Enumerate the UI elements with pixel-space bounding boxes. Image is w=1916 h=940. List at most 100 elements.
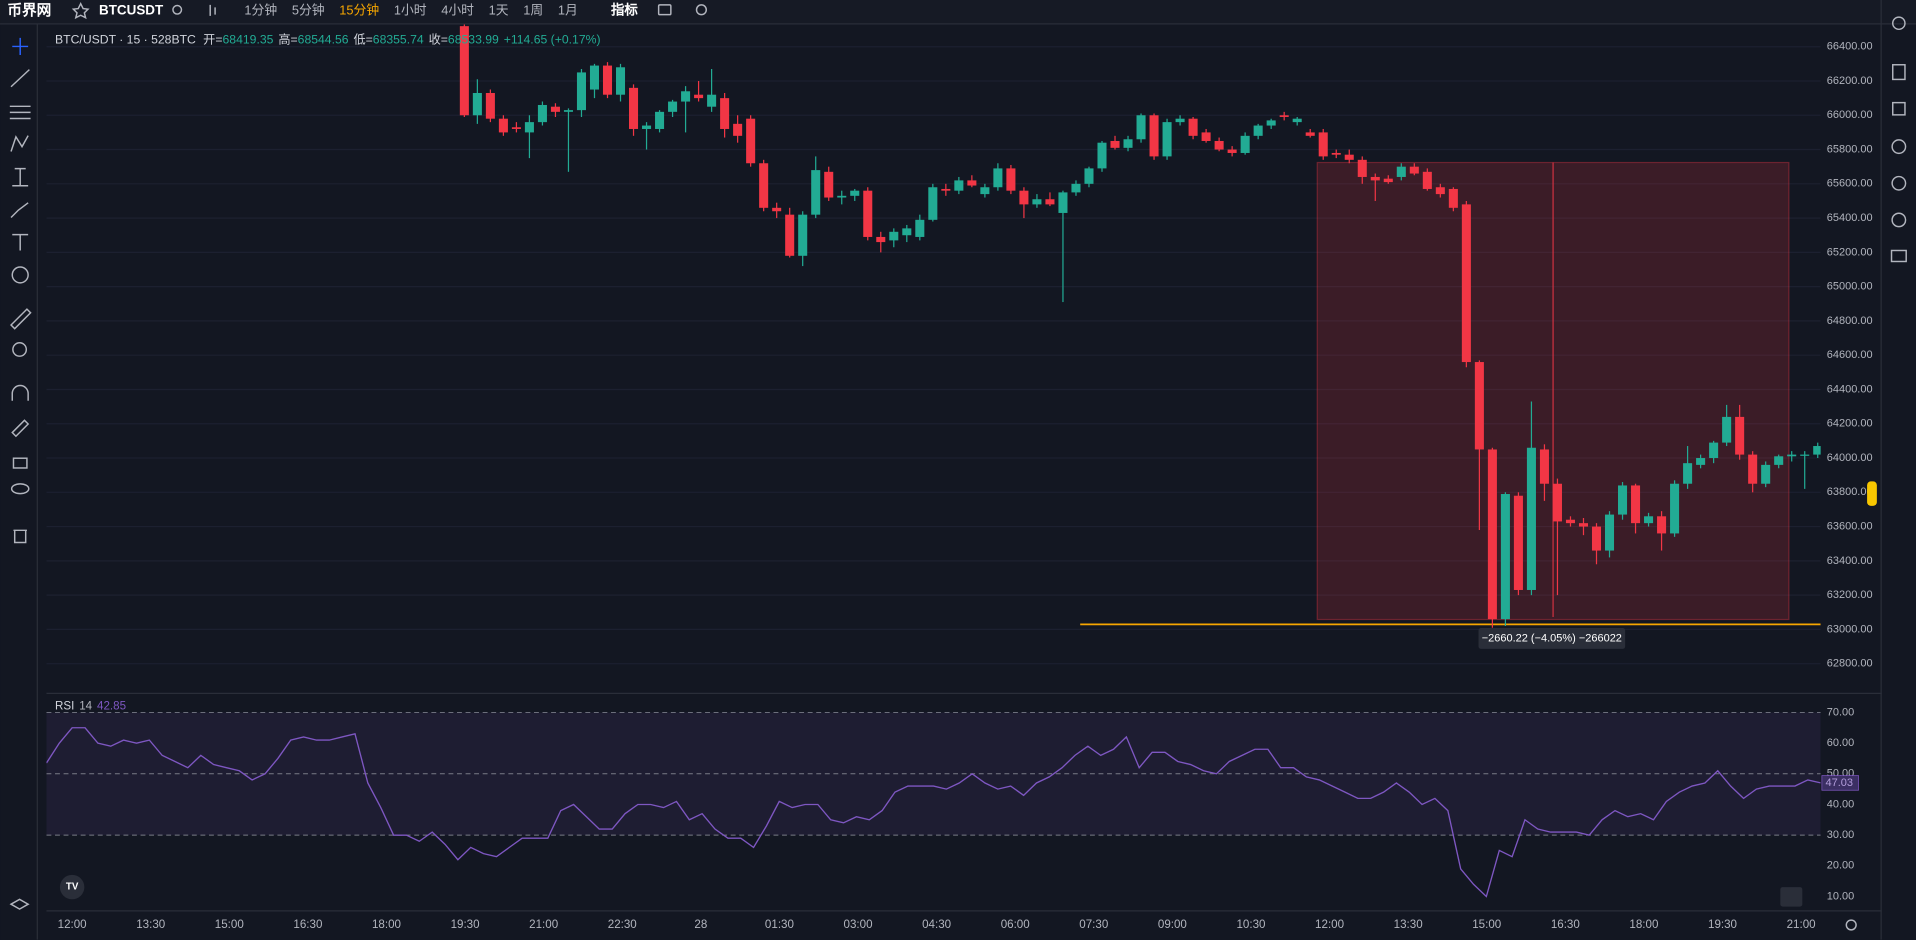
rsi-value-badge xyxy=(1821,775,1859,791)
timeframe-button[interactable]: 1分钟 xyxy=(244,2,277,17)
ruler-tool[interactable] xyxy=(9,308,32,330)
candle-body xyxy=(615,67,626,95)
calendar-icon[interactable] xyxy=(1891,212,1907,228)
search-icon[interactable] xyxy=(172,4,183,15)
candle-body xyxy=(1149,115,1159,157)
projection-tool[interactable] xyxy=(12,167,29,187)
lock-tool[interactable] xyxy=(12,457,28,469)
candle-body xyxy=(576,72,586,111)
x-tick-label: 01:30 xyxy=(765,918,794,931)
candle-body xyxy=(1461,204,1471,363)
measure-label-bg xyxy=(1478,628,1626,649)
candle-body xyxy=(1279,115,1289,117)
y-tick-label: 65800.00 xyxy=(1827,143,1873,155)
object-tree[interactable] xyxy=(9,898,30,910)
news-icon[interactable] xyxy=(1891,175,1907,191)
candle-body xyxy=(1344,154,1354,160)
favorite-icon[interactable] xyxy=(71,2,90,20)
magnet-tool[interactable] xyxy=(11,384,29,401)
y-tick-label: 63600.00 xyxy=(1827,520,1873,532)
timeframe-button[interactable]: 15分钟 xyxy=(339,2,379,17)
candle-body xyxy=(1748,454,1758,484)
axis-settings[interactable] xyxy=(1845,919,1857,931)
x-tick-label: 19:30 xyxy=(1708,918,1737,931)
y-tick-label: 10.00 xyxy=(1827,890,1855,902)
settings-icon[interactable] xyxy=(695,4,708,16)
x-tick-label: 22:30 xyxy=(608,918,637,931)
watchlist-icon[interactable] xyxy=(1892,64,1906,81)
brush-tool[interactable] xyxy=(10,202,29,219)
ohlc-key: 收= xyxy=(429,33,448,47)
candle-body xyxy=(915,219,925,237)
candle-body xyxy=(537,104,547,123)
top-bar xyxy=(0,0,1916,24)
candle-body xyxy=(668,101,678,112)
candle-body xyxy=(1045,199,1055,205)
candle-body xyxy=(1696,458,1706,465)
candle-body xyxy=(1565,519,1575,524)
y-tick-label: 63400.00 xyxy=(1827,555,1873,567)
user-icon[interactable] xyxy=(1892,16,1906,31)
timeframe-button[interactable]: 1小时 xyxy=(394,2,427,17)
candle-body xyxy=(746,118,756,164)
ohlc-key: 高= xyxy=(278,32,297,47)
candle-body xyxy=(1175,118,1185,123)
pattern-tool[interactable] xyxy=(10,135,29,152)
x-tick-label: 07:30 xyxy=(1079,918,1108,931)
candle-body xyxy=(811,170,821,215)
candle-body xyxy=(1552,483,1562,522)
data-icon[interactable] xyxy=(1891,139,1907,155)
logo[interactable]: 币界网 xyxy=(7,2,51,19)
ohlc-key: 低= xyxy=(353,33,372,47)
candle-body xyxy=(1227,149,1237,153)
candle-body xyxy=(824,171,834,198)
ohlc-value: 68544.56 xyxy=(298,33,349,47)
fib-tool[interactable] xyxy=(9,105,31,120)
timeframe-button[interactable]: 5分钟 xyxy=(292,2,325,17)
candle-body xyxy=(1110,140,1120,148)
timeframe-button[interactable]: 1月 xyxy=(558,2,578,17)
text-tool[interactable] xyxy=(12,233,29,251)
snapshot-icon[interactable] xyxy=(657,4,672,16)
y-tick-label: 64200.00 xyxy=(1827,418,1873,430)
candle-body xyxy=(1709,442,1719,459)
candle-body xyxy=(954,180,964,191)
delete-tool[interactable] xyxy=(13,529,27,544)
rsi-value-label: 47.03 xyxy=(1826,777,1853,789)
scroll-button[interactable] xyxy=(1780,887,1803,907)
candle-body xyxy=(1591,526,1602,551)
line-tool[interactable] xyxy=(10,69,30,88)
chat-icon[interactable] xyxy=(1890,249,1907,263)
symbol[interactable]: BTCUSDT xyxy=(99,3,164,18)
stay-drawing-tool[interactable] xyxy=(11,419,30,438)
alerts-icon[interactable] xyxy=(1892,101,1906,116)
x-tick-label: 16:30 xyxy=(293,918,322,931)
timeframe-button[interactable]: 1天 xyxy=(489,2,509,17)
candle-body xyxy=(1422,171,1432,189)
y-tick-label: 63000.00 xyxy=(1827,623,1873,635)
candle-body xyxy=(1032,199,1042,205)
candle-body xyxy=(1162,122,1172,157)
timeframe-button[interactable]: 4小时 xyxy=(441,2,474,17)
candle-body xyxy=(837,195,847,198)
candle-body xyxy=(550,106,560,112)
indicators-button[interactable]: 指标 xyxy=(611,2,638,18)
candle-body xyxy=(1644,516,1654,524)
ohlc-value: 68533.99 xyxy=(448,33,499,47)
symbol-legend: BTC/USDT · 15 · 528BTC 开=68419.35 高=68544.… xyxy=(55,32,601,47)
x-tick-label: 10:30 xyxy=(1236,918,1265,931)
candle-body xyxy=(1435,187,1445,195)
candle-body xyxy=(1292,118,1302,123)
tradingview-logo[interactable] xyxy=(59,874,85,900)
emoji-tool[interactable] xyxy=(11,266,29,284)
zoom-tool[interactable] xyxy=(12,342,28,357)
candle-body xyxy=(928,187,938,220)
candle-body xyxy=(1240,135,1250,153)
chart-type-icon[interactable] xyxy=(209,4,216,16)
x-tick-label: 13:30 xyxy=(1394,918,1423,931)
timeframe-button[interactable]: 1周 xyxy=(523,2,543,17)
candle-body xyxy=(681,91,691,102)
crosshair-tool[interactable] xyxy=(12,37,29,55)
hide-tool[interactable] xyxy=(10,483,30,495)
